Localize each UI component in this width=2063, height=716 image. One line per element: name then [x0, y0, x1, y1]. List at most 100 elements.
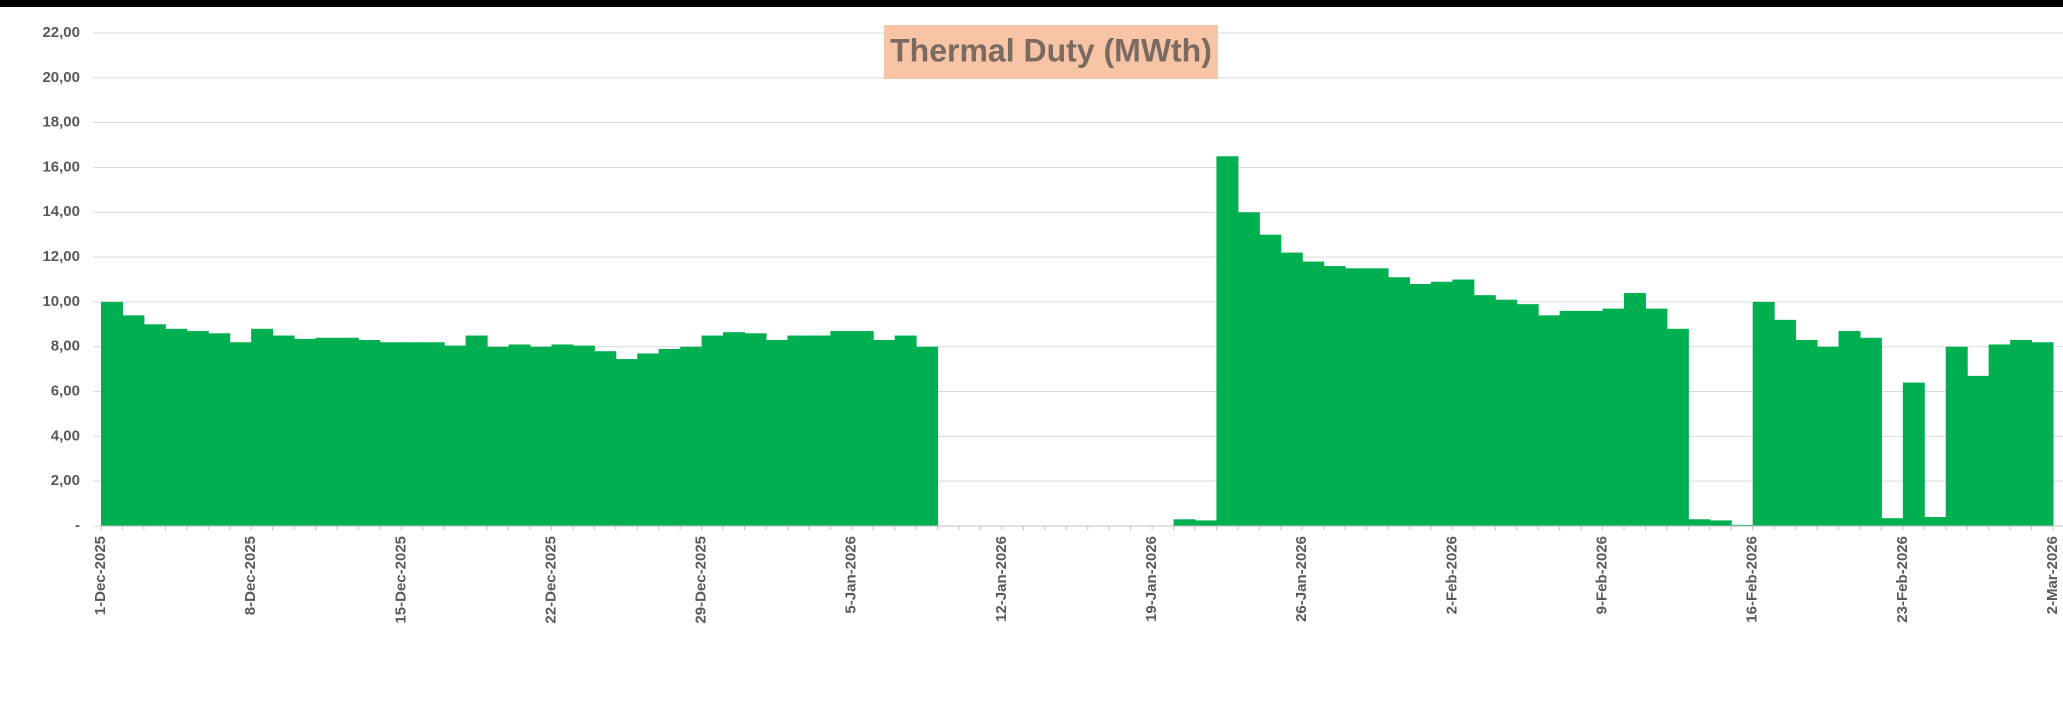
bar: [1795, 340, 1818, 526]
bar: [122, 315, 145, 526]
bar: [830, 331, 853, 526]
bar: [1688, 519, 1711, 526]
bar: [1774, 319, 1797, 526]
bar: [1881, 518, 1904, 526]
bar: [1967, 375, 1990, 526]
bars: [101, 156, 2054, 527]
bar: [1473, 295, 1496, 526]
x-tick-label: 12-Jan-2026: [993, 536, 1010, 622]
bar: [229, 342, 252, 526]
x-tick-label: 22-Dec-2025: [542, 536, 559, 624]
bar: [1817, 346, 1839, 526]
y-tick-label: 2,00: [51, 472, 80, 489]
bar: [808, 335, 831, 526]
bar: [572, 345, 595, 526]
bar: [143, 324, 166, 526]
bar: [1924, 517, 1947, 526]
y-tick-label: 14,00: [42, 203, 80, 220]
y-tick-label: 18,00: [42, 114, 80, 131]
bar: [1323, 266, 1346, 526]
bar: [1259, 234, 1282, 526]
bar: [358, 340, 381, 526]
bar: [465, 335, 488, 526]
bar: [723, 332, 746, 526]
top-bar: [0, 0, 2063, 7]
bar: [1495, 299, 1518, 526]
x-tick-label: 29-Dec-2025: [693, 536, 710, 624]
bar: [272, 335, 295, 526]
bar: [1430, 281, 1453, 526]
x-tick-label: 5-Jan-2026: [843, 536, 860, 614]
bar: [1345, 268, 1368, 526]
bar: [508, 344, 531, 526]
x-tick-label: 2-Mar-2026: [2044, 536, 2061, 614]
bar: [1623, 292, 1646, 526]
bar: [530, 346, 552, 526]
bar: [1302, 261, 1325, 526]
bar: [1709, 520, 1732, 526]
bar: [594, 351, 617, 526]
bar: [1988, 344, 2011, 526]
bar: [1581, 310, 1604, 526]
bar: [1602, 308, 1625, 526]
bar: [1666, 328, 1689, 526]
bar: [551, 344, 574, 526]
bar: [894, 335, 917, 526]
bar: [336, 337, 359, 526]
bar: [1173, 519, 1196, 526]
bar: [165, 328, 188, 526]
bar: [851, 331, 874, 526]
bar: [1366, 268, 1389, 526]
bar: [615, 359, 638, 526]
bar: [422, 342, 445, 526]
x-tick-label: 19-Jan-2026: [1143, 536, 1160, 622]
chart-title: Thermal Duty (MWth): [890, 32, 1212, 68]
x-tick-label: 15-Dec-2025: [392, 536, 409, 624]
bar: [1838, 331, 1861, 526]
bar: [916, 346, 939, 526]
bar: [637, 353, 660, 526]
bar: [444, 345, 467, 526]
bar: [1731, 524, 1754, 526]
y-tick-label: -: [75, 517, 80, 534]
bar: [1538, 315, 1561, 526]
bar: [1859, 337, 1882, 526]
x-tick-label: 23-Feb-2026: [1894, 536, 1911, 623]
bar: [1452, 279, 1475, 526]
bar: [379, 342, 402, 526]
x-tick-label: 9-Feb-2026: [1594, 536, 1611, 614]
bar: [1516, 304, 1539, 526]
y-tick-label: 12,00: [42, 248, 80, 265]
x-tick-label: 2-Feb-2026: [1443, 536, 1460, 614]
bar: [1194, 520, 1217, 526]
y-tick-label: 6,00: [51, 383, 80, 400]
bar: [1902, 382, 1925, 526]
bar: [1280, 252, 1303, 527]
y-tick-label: 10,00: [42, 293, 80, 310]
x-tick-label: 8-Dec-2025: [242, 536, 259, 615]
bar: [1752, 301, 1775, 526]
bar: [1237, 212, 1260, 527]
bar: [787, 335, 810, 526]
y-tick-label: 22,00: [42, 24, 80, 41]
y-tick-label: 4,00: [51, 427, 80, 444]
bar: [1216, 156, 1239, 526]
bar: [701, 335, 724, 526]
bar: [401, 342, 424, 526]
bar: [315, 337, 338, 526]
bar: [101, 301, 123, 526]
y-tick-label: 16,00: [42, 158, 80, 175]
y-tick-label: 20,00: [42, 69, 80, 86]
bar: [873, 340, 896, 526]
bar: [1945, 346, 1968, 526]
bar: [744, 333, 767, 526]
bar: [2010, 340, 2033, 526]
bar: [294, 338, 317, 526]
title-box: [884, 25, 1218, 79]
bar: [1559, 310, 1582, 526]
bar: [251, 328, 274, 526]
x-tick-label: 26-Jan-2026: [1293, 536, 1310, 622]
y-tick-label: 8,00: [51, 338, 80, 355]
